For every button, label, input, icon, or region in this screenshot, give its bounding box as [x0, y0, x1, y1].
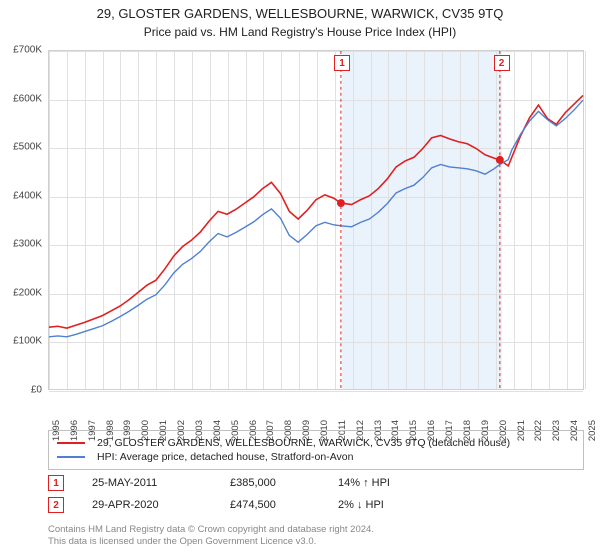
transaction-delta: 2% ↓ HPI	[338, 499, 428, 511]
chart-legend: 29, GLOSTER GARDENS, WELLESBOURNE, WARWI…	[48, 430, 584, 470]
marker-chip: 2	[494, 55, 510, 71]
marker-dot	[496, 156, 504, 164]
transaction-row: 1 25-MAY-2011 £385,000 14% ↑ HPI	[48, 472, 584, 494]
transaction-row: 2 29-APR-2020 £474,500 2% ↓ HPI	[48, 494, 584, 516]
legend-item: HPI: Average price, detached house, Stra…	[57, 451, 575, 463]
transaction-price: £385,000	[230, 477, 310, 489]
legend-label: HPI: Average price, detached house, Stra…	[97, 451, 353, 463]
legend-swatch	[57, 456, 85, 458]
footer-attribution: Contains HM Land Registry data © Crown c…	[48, 524, 584, 549]
series-line	[49, 100, 583, 337]
y-tick-label: £200K	[13, 287, 42, 298]
y-tick-label: £100K	[13, 336, 42, 347]
transaction-delta: 14% ↑ HPI	[338, 477, 428, 489]
transaction-num: 1	[48, 475, 64, 491]
y-tick-label: £300K	[13, 239, 42, 250]
transaction-num: 2	[48, 497, 64, 513]
x-axis-labels: 1995199619971998199920002001200220032004…	[48, 392, 584, 422]
transaction-date: 29-APR-2020	[92, 499, 202, 511]
legend-item: 29, GLOSTER GARDENS, WELLESBOURNE, WARWI…	[57, 437, 575, 449]
chart-svg	[49, 51, 583, 389]
y-tick-label: £0	[31, 385, 42, 396]
transaction-date: 25-MAY-2011	[92, 477, 202, 489]
marker-dot	[337, 199, 345, 207]
legend-swatch	[57, 442, 85, 444]
y-axis-labels: £0£100K£200K£300K£400K£500K£600K£700K	[0, 50, 46, 390]
y-tick-label: £400K	[13, 190, 42, 201]
y-tick-label: £500K	[13, 142, 42, 153]
footer-line: Contains HM Land Registry data © Crown c…	[48, 524, 584, 536]
chart-title: 29, GLOSTER GARDENS, WELLESBOURNE, WARWI…	[0, 0, 600, 21]
transaction-price: £474,500	[230, 499, 310, 511]
chart-subtitle: Price paid vs. HM Land Registry's House …	[0, 25, 600, 39]
legend-label: 29, GLOSTER GARDENS, WELLESBOURNE, WARWI…	[97, 437, 510, 449]
transactions-table: 1 25-MAY-2011 £385,000 14% ↑ HPI 2 29-APR-202…	[48, 472, 584, 516]
marker-chip: 1	[334, 55, 350, 71]
y-tick-label: £600K	[13, 93, 42, 104]
x-tick-label: 2025	[587, 420, 598, 441]
series-line	[49, 95, 583, 328]
y-tick-label: £700K	[13, 45, 42, 56]
footer-line: This data is licensed under the Open Gov…	[48, 536, 584, 548]
chart-plot-area: 12	[48, 50, 584, 390]
